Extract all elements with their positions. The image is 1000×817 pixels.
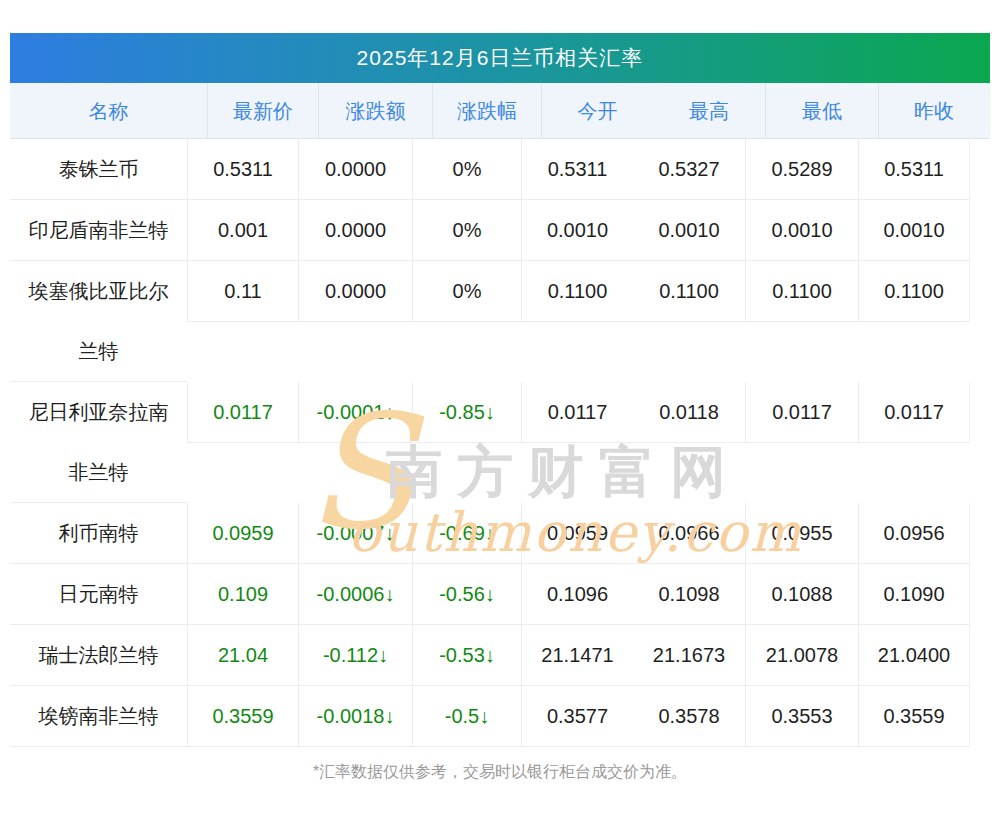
rate-value-cell: -0.53↓ bbox=[412, 625, 521, 686]
rate-value-cell: 0.0010 bbox=[521, 200, 633, 261]
rate-value-cell: 0.0959 bbox=[187, 503, 298, 564]
rate-value-cell: 0.0959 bbox=[521, 503, 633, 564]
rate-value-cell: 0.0955 bbox=[745, 503, 858, 564]
rate-value-cell: 0.0000 bbox=[298, 261, 412, 322]
table-row: 埃塞俄比亚比尔兰特0.110.00000%0.11000.11000.11000… bbox=[10, 261, 990, 382]
rate-value-cell: -0.0001↓ bbox=[298, 382, 412, 443]
currency-pair-name: 瑞士法郎兰特 bbox=[10, 625, 187, 686]
rate-value-cell: 0.5311 bbox=[521, 139, 633, 200]
currency-pair-name: 印尼盾南非兰特 bbox=[10, 200, 187, 261]
table-body: 泰铢兰币0.53110.00000%0.53110.53270.52890.53… bbox=[10, 139, 990, 747]
exchange-rate-table: 名称最新价涨跌额涨跌幅今开最高最低昨收 泰铢兰币0.53110.00000%0.… bbox=[10, 83, 990, 747]
disclaimer-note: *汇率数据仅供参考，交易时以银行柜台成交价为准。 bbox=[10, 762, 990, 783]
rate-value-cell: -0.112↓ bbox=[298, 625, 412, 686]
rate-value-cell: 0.0117 bbox=[858, 382, 970, 443]
rate-value-cell: 21.1673 bbox=[633, 625, 745, 686]
rate-value-cell: 0.3553 bbox=[745, 686, 858, 747]
table-row: 尼日利亚奈拉南非兰特0.0117-0.0001↓-0.85↓0.01170.01… bbox=[10, 382, 990, 503]
table-row: 泰铢兰币0.53110.00000%0.53110.53270.52890.53… bbox=[10, 139, 990, 200]
rate-value-cell: 0.0000 bbox=[298, 200, 412, 261]
rate-value-cell: -0.5↓ bbox=[412, 686, 521, 747]
table-row: 埃镑南非兰特0.3559-0.0018↓-0.5↓0.35770.35780.3… bbox=[10, 686, 990, 747]
rate-value-cell: 0.1100 bbox=[858, 261, 970, 322]
rate-value-cell: 0.0010 bbox=[633, 200, 745, 261]
rate-value-cell: 0% bbox=[412, 139, 521, 200]
rate-value-cell: 0.5289 bbox=[745, 139, 858, 200]
currency-pair-name: 尼日利亚奈拉南非兰特 bbox=[10, 382, 187, 503]
column-header: 涨跌幅 bbox=[432, 83, 541, 139]
page-title-text: 2025年12月6日兰币相关汇率 bbox=[357, 46, 644, 69]
rate-value-cell: 0.5311 bbox=[858, 139, 970, 200]
rate-value-cell: 0.0117 bbox=[745, 382, 858, 443]
rate-value-cell: 21.1471 bbox=[521, 625, 633, 686]
rate-value-cell: 0.1100 bbox=[633, 261, 745, 322]
column-header: 名称 bbox=[10, 83, 207, 139]
rate-value-cell: 0.3559 bbox=[858, 686, 970, 747]
column-header: 昨收 bbox=[878, 83, 990, 139]
currency-pair-name: 利币南特 bbox=[10, 503, 187, 564]
rate-value-cell: 0.0000 bbox=[298, 139, 412, 200]
currency-pair-name: 日元南特 bbox=[10, 564, 187, 625]
rate-value-cell: 21.0078 bbox=[745, 625, 858, 686]
table-row: 日元南特0.109-0.0006↓-0.56↓0.10960.10980.108… bbox=[10, 564, 990, 625]
rate-value-cell: 0.11 bbox=[187, 261, 298, 322]
rate-value-cell: 21.0400 bbox=[858, 625, 970, 686]
rate-value-cell: 0.3578 bbox=[633, 686, 745, 747]
table-row: 瑞士法郎兰特21.04-0.112↓-0.53↓21.147121.167321… bbox=[10, 625, 990, 686]
rate-value-cell: 0.001 bbox=[187, 200, 298, 261]
rate-value-cell: 0.1098 bbox=[633, 564, 745, 625]
rate-value-cell: 0.0010 bbox=[745, 200, 858, 261]
rate-value-cell: 0.3559 bbox=[187, 686, 298, 747]
column-header: 最低 bbox=[765, 83, 878, 139]
column-header: 最新价 bbox=[207, 83, 318, 139]
rate-value-cell: 0.3577 bbox=[521, 686, 633, 747]
rate-value-cell: 0.1100 bbox=[745, 261, 858, 322]
rate-value-cell: 0.1100 bbox=[521, 261, 633, 322]
table-header-row: 名称最新价涨跌额涨跌幅今开最高最低昨收 bbox=[10, 83, 990, 139]
rate-value-cell: 0.0966 bbox=[633, 503, 745, 564]
rate-value-cell: -0.56↓ bbox=[412, 564, 521, 625]
rate-value-cell: -0.69↓ bbox=[412, 503, 521, 564]
column-header: 最高 bbox=[653, 83, 765, 139]
rate-value-cell: -0.0007↓ bbox=[298, 503, 412, 564]
rate-value-cell: -0.0018↓ bbox=[298, 686, 412, 747]
rate-value-cell: 0% bbox=[412, 200, 521, 261]
currency-pair-name: 埃镑南非兰特 bbox=[10, 686, 187, 747]
page: 2025年12月6日兰币相关汇率 名称最新价涨跌额涨跌幅今开最高最低昨收 泰铢兰… bbox=[0, 0, 1000, 783]
rate-value-cell: -0.85↓ bbox=[412, 382, 521, 443]
rate-value-cell: 0.1090 bbox=[858, 564, 970, 625]
rate-value-cell: 0.0956 bbox=[858, 503, 970, 564]
column-header: 涨跌额 bbox=[318, 83, 432, 139]
rate-value-cell: 0.5311 bbox=[187, 139, 298, 200]
column-header: 今开 bbox=[541, 83, 653, 139]
rate-value-cell: 0% bbox=[412, 261, 521, 322]
table-row: 印尼盾南非兰特0.0010.00000%0.00100.00100.00100.… bbox=[10, 200, 990, 261]
rate-value-cell: -0.0006↓ bbox=[298, 564, 412, 625]
rate-value-cell: 0.0010 bbox=[858, 200, 970, 261]
rate-value-cell: 0.0118 bbox=[633, 382, 745, 443]
rate-value-cell: 0.1096 bbox=[521, 564, 633, 625]
rate-value-cell: 0.0117 bbox=[521, 382, 633, 443]
currency-pair-name: 埃塞俄比亚比尔兰特 bbox=[10, 261, 187, 382]
rate-value-cell: 21.04 bbox=[187, 625, 298, 686]
currency-pair-name: 泰铢兰币 bbox=[10, 139, 187, 200]
rate-value-cell: 0.109 bbox=[187, 564, 298, 625]
page-title: 2025年12月6日兰币相关汇率 bbox=[10, 33, 990, 83]
table-row: 利币南特0.0959-0.0007↓-0.69↓0.09590.09660.09… bbox=[10, 503, 990, 564]
rate-value-cell: 0.1088 bbox=[745, 564, 858, 625]
rate-value-cell: 0.0117 bbox=[187, 382, 298, 443]
rate-value-cell: 0.5327 bbox=[633, 139, 745, 200]
